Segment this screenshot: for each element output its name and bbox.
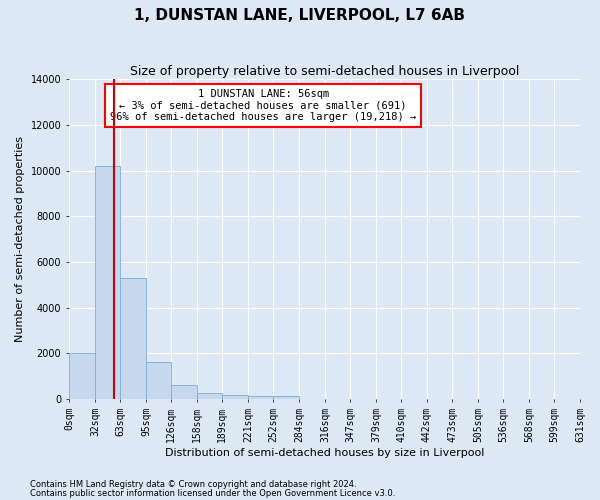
Bar [69, 354, 95, 399]
Bar [120, 278, 146, 399]
Bar [146, 362, 171, 399]
Y-axis label: Number of semi-detached properties: Number of semi-detached properties [15, 136, 25, 342]
X-axis label: Distribution of semi-detached houses by size in Liverpool: Distribution of semi-detached houses by … [165, 448, 484, 458]
Title: Size of property relative to semi-detached houses in Liverpool: Size of property relative to semi-detach… [130, 65, 519, 78]
Bar [171, 385, 197, 399]
Text: Contains public sector information licensed under the Open Government Licence v3: Contains public sector information licen… [30, 489, 395, 498]
Text: 1, DUNSTAN LANE, LIVERPOOL, L7 6AB: 1, DUNSTAN LANE, LIVERPOOL, L7 6AB [134, 8, 466, 22]
Text: Contains HM Land Registry data © Crown copyright and database right 2024.: Contains HM Land Registry data © Crown c… [30, 480, 356, 489]
Bar [197, 392, 222, 399]
Bar [273, 396, 299, 399]
Bar [222, 395, 248, 399]
Text: 1 DUNSTAN LANE: 56sqm
← 3% of semi-detached houses are smaller (691)
96% of semi: 1 DUNSTAN LANE: 56sqm ← 3% of semi-detac… [110, 89, 416, 122]
Bar [95, 166, 120, 399]
Bar [248, 396, 273, 399]
